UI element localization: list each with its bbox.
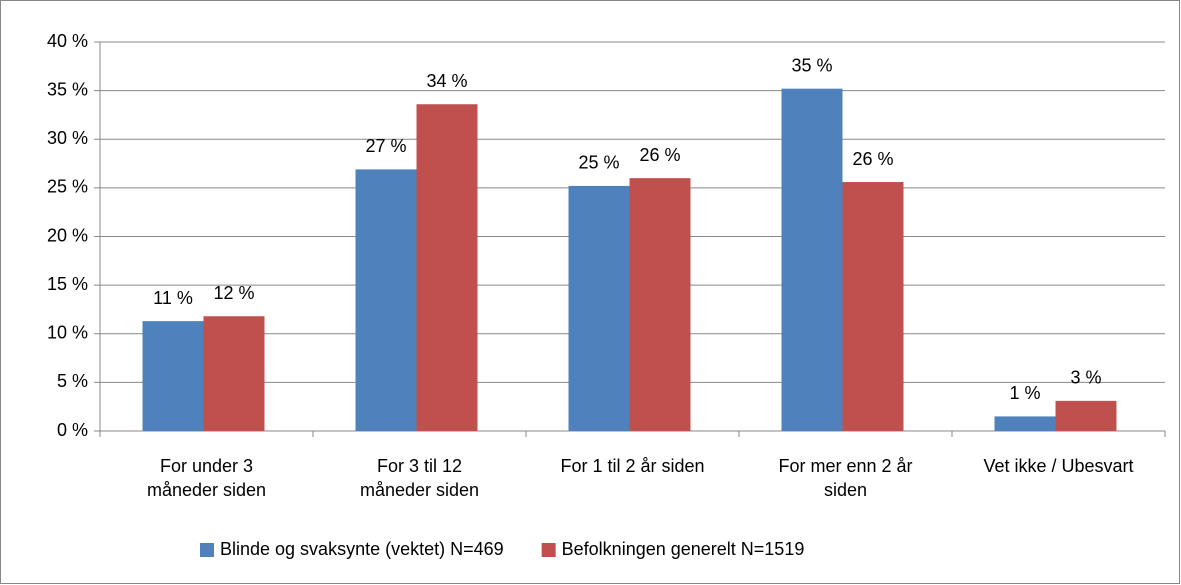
x-tick-label: For mer enn 2 år siden bbox=[778, 456, 912, 500]
legend-swatch bbox=[541, 543, 556, 557]
bar bbox=[355, 169, 417, 431]
y-tick-label: 15 % bbox=[47, 274, 88, 294]
y-tick-label: 20 % bbox=[47, 225, 88, 245]
y-tick-label: 40 % bbox=[47, 31, 88, 51]
bar bbox=[416, 104, 478, 432]
data-label: 25 % bbox=[578, 153, 619, 173]
bar bbox=[629, 178, 691, 431]
data-label: 11 % bbox=[153, 288, 193, 308]
data-label: 26 % bbox=[639, 145, 680, 165]
data-label: 1 % bbox=[1009, 383, 1040, 403]
x-tick-label: For 1 til 2 år siden bbox=[560, 456, 704, 476]
bar bbox=[1055, 400, 1117, 431]
x-tick-label: Vet ikke / Ubesvart bbox=[983, 456, 1133, 476]
data-label: 35 % bbox=[791, 55, 832, 75]
data-label: 12 % bbox=[213, 283, 254, 303]
y-tick-label: 30 % bbox=[47, 128, 88, 148]
data-label: 26 % bbox=[852, 149, 893, 169]
y-tick-label: 0 % bbox=[57, 420, 88, 440]
x-tick-label: For 3 til 12 måneder siden bbox=[360, 456, 479, 500]
data-label: 3 % bbox=[1070, 368, 1101, 388]
y-tick-label: 5 % bbox=[57, 371, 88, 391]
data-label: 34 % bbox=[426, 71, 467, 91]
y-tick-label: 25 % bbox=[47, 177, 88, 197]
bar bbox=[568, 185, 630, 431]
bar bbox=[781, 88, 843, 432]
data-label: 27 % bbox=[365, 136, 406, 156]
x-tick-label: For under 3 måneder siden bbox=[147, 456, 266, 500]
legend-label: Befolkningen generelt N=1519 bbox=[562, 539, 805, 559]
bar bbox=[142, 321, 204, 431]
legend-swatch bbox=[200, 543, 214, 557]
bar bbox=[842, 182, 904, 431]
y-tick-label: 10 % bbox=[47, 323, 88, 343]
y-tick-label: 35 % bbox=[47, 79, 88, 99]
legend-label: Blinde og svaksynte (vektet) N=469 bbox=[220, 539, 504, 559]
bar bbox=[203, 316, 265, 431]
bar bbox=[994, 416, 1056, 431]
